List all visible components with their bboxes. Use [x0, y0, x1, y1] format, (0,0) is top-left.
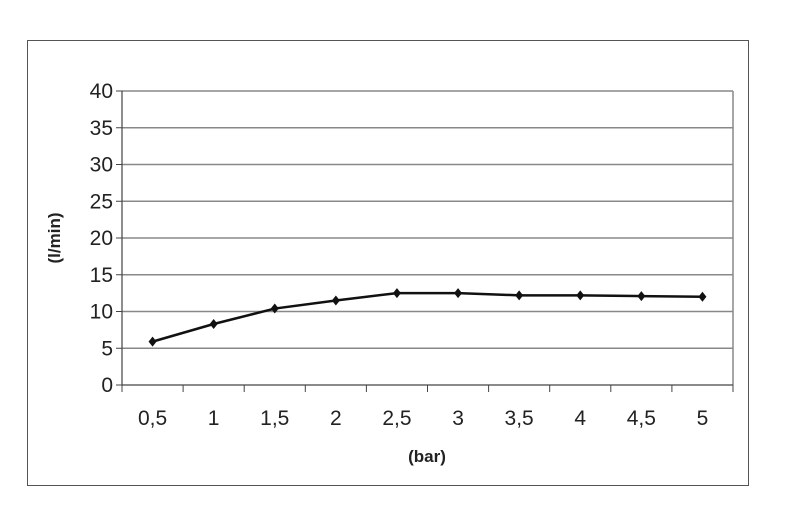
data-point-marker — [392, 288, 401, 299]
x-tick-label: 2,5 — [382, 407, 411, 430]
x-tick-label: 1,5 — [260, 407, 289, 430]
y-tick-labels: 0 5 10 15 20 25 30 35 40 — [90, 80, 113, 397]
data-point-marker — [148, 336, 157, 347]
y-axis-label: (l/min) — [45, 213, 64, 264]
gridlines — [122, 90, 734, 385]
data-point-marker — [270, 303, 279, 314]
x-tick-label: 0,5 — [138, 407, 167, 430]
y-tick-label: 25 — [90, 190, 113, 213]
x-tick-label: 4,5 — [627, 407, 656, 430]
x-tick-label: 2 — [330, 407, 342, 430]
y-tick-label: 40 — [90, 80, 113, 103]
y-tick-label: 20 — [90, 227, 113, 250]
series — [148, 288, 707, 347]
y-tick-label: 30 — [90, 154, 113, 177]
x-axis-label: (bar) — [408, 447, 446, 466]
axes — [116, 90, 734, 392]
x-tick-label: 3,5 — [505, 407, 534, 430]
y-tick-label: 35 — [90, 117, 113, 140]
series-line — [152, 291, 703, 343]
data-point-marker — [209, 318, 218, 329]
x-tick-labels: 0,5 1 1,5 2 2,5 3 3,5 4 4,5 5 — [138, 407, 708, 430]
data-point-marker — [515, 290, 524, 301]
x-tick-label: 4 — [574, 407, 586, 430]
chart-frame — [27, 40, 749, 486]
data-point-marker — [576, 290, 585, 301]
x-tick-label: 3 — [452, 407, 464, 430]
data-point-marker — [331, 295, 340, 306]
y-tick-label: 15 — [90, 264, 113, 287]
data-point-marker — [637, 291, 646, 302]
data-point-marker — [454, 288, 463, 299]
y-tick-label: 10 — [90, 301, 113, 324]
x-tick-label: 5 — [697, 407, 709, 430]
y-tick-label: 0 — [101, 374, 113, 397]
data-point-marker — [698, 291, 707, 302]
y-tick-label: 5 — [101, 337, 113, 360]
x-tick-label: 1 — [208, 407, 220, 430]
